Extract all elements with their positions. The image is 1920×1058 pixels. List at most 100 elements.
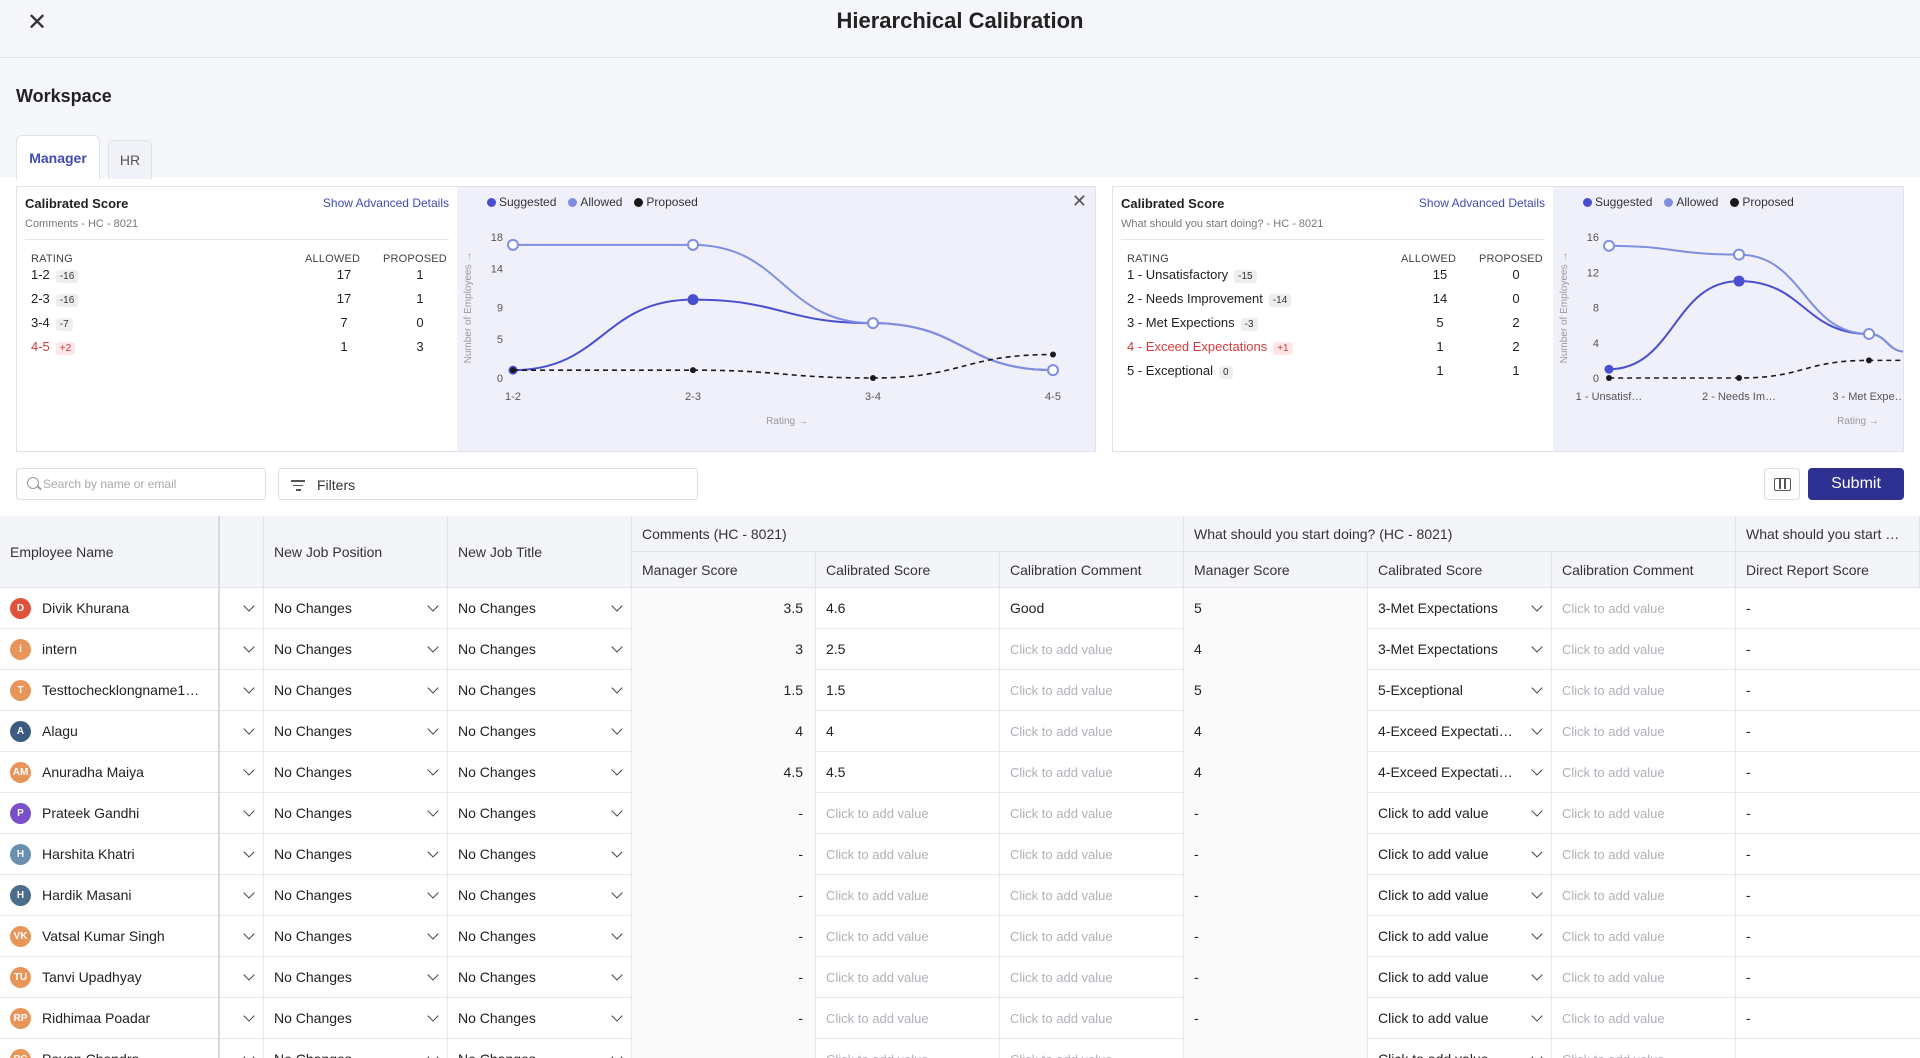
columns-toggle-button[interactable] bbox=[1764, 468, 1800, 500]
start-calibrated-score-select[interactable]: Click to add value bbox=[1368, 875, 1552, 916]
search-input[interactable] bbox=[43, 473, 258, 495]
employee-cell[interactable]: VK Vatsal Kumar Singh bbox=[0, 916, 220, 957]
legend-allowed[interactable]: Allowed bbox=[1664, 195, 1718, 209]
start-calibration-comment-input[interactable]: Click to add value bbox=[1552, 670, 1736, 711]
job-title-select[interactable]: No Changes bbox=[448, 793, 632, 834]
comments-calibration-comment-input[interactable]: Click to add value bbox=[1000, 793, 1184, 834]
submit-button[interactable]: Submit bbox=[1808, 468, 1904, 500]
job-title-select[interactable]: No Changes bbox=[448, 916, 632, 957]
expand-row-button[interactable] bbox=[220, 834, 264, 875]
job-title-select[interactable]: No Changes bbox=[448, 711, 632, 752]
col-header-job-position[interactable]: New Job Position bbox=[264, 516, 448, 588]
start-calibrated-score-select[interactable]: 3-Met Expectations bbox=[1368, 588, 1552, 629]
job-title-select[interactable]: No Changes bbox=[448, 998, 632, 1039]
start-calibration-comment-input[interactable]: Click to add value bbox=[1552, 875, 1736, 916]
comments-calibration-comment-input[interactable]: Click to add value bbox=[1000, 957, 1184, 998]
expand-row-button[interactable] bbox=[220, 588, 264, 629]
employee-cell[interactable]: A Alagu bbox=[0, 711, 220, 752]
legend-proposed[interactable]: Proposed bbox=[1730, 195, 1794, 209]
close-icon[interactable]: ✕ bbox=[26, 9, 48, 36]
expand-row-button[interactable] bbox=[220, 998, 264, 1039]
start-calibrated-score-select[interactable]: Click to add value bbox=[1368, 834, 1552, 875]
comments-calibration-comment-input[interactable]: Click to add value bbox=[1000, 711, 1184, 752]
employee-cell[interactable]: H Hardik Masani bbox=[0, 875, 220, 916]
employee-cell[interactable]: PC Pavan Chandra bbox=[0, 1039, 220, 1058]
expand-row-button[interactable] bbox=[220, 1039, 264, 1058]
start-calibration-comment-input[interactable]: Click to add value bbox=[1552, 752, 1736, 793]
expand-row-button[interactable] bbox=[220, 629, 264, 670]
comments-calibration-comment-input[interactable]: Click to add value bbox=[1000, 670, 1184, 711]
comments-calibration-comment-input[interactable]: Click to add value bbox=[1000, 875, 1184, 916]
legend-suggested[interactable]: Suggested bbox=[1583, 195, 1652, 209]
legend-suggested[interactable]: Suggested bbox=[487, 195, 556, 209]
employee-cell[interactable]: T Testtochecklongname1… bbox=[0, 670, 220, 711]
legend-allowed[interactable]: Allowed bbox=[568, 195, 622, 209]
expand-row-button[interactable] bbox=[220, 793, 264, 834]
start-calibration-comment-input[interactable]: Click to add value bbox=[1552, 588, 1736, 629]
start-calibration-comment-input[interactable]: Click to add value bbox=[1552, 998, 1736, 1039]
employee-cell[interactable]: RP Ridhimaa Poadar bbox=[0, 998, 220, 1039]
comments-calibration-comment-input[interactable]: Click to add value bbox=[1000, 1039, 1184, 1058]
start-calibration-comment-input[interactable]: Click to add value bbox=[1552, 1039, 1736, 1058]
legend-proposed[interactable]: Proposed bbox=[634, 195, 698, 209]
start-calibration-comment-input[interactable]: Click to add value bbox=[1552, 957, 1736, 998]
comments-calibrated-score-input[interactable]: Click to add value bbox=[816, 875, 1000, 916]
comments-calibrated-score-input[interactable]: Click to add value bbox=[816, 834, 1000, 875]
comments-calibrated-score-input[interactable]: Click to add value bbox=[816, 793, 1000, 834]
job-title-select[interactable]: No Changes bbox=[448, 629, 632, 670]
comments-calibration-comment-input[interactable]: Good bbox=[1000, 588, 1184, 629]
start-calibrated-score-select[interactable]: 4-Exceed Expectati… bbox=[1368, 711, 1552, 752]
job-position-select[interactable]: No Changes bbox=[264, 875, 448, 916]
start-calibrated-score-select[interactable]: Click to add value bbox=[1368, 1039, 1552, 1058]
start-calibrated-score-select[interactable]: Click to add value bbox=[1368, 998, 1552, 1039]
start-calibration-comment-input[interactable]: Click to add value bbox=[1552, 629, 1736, 670]
employee-cell[interactable]: AM Anuradha Maiya bbox=[0, 752, 220, 793]
col-header-direct-report-score[interactable]: Direct Report Score bbox=[1736, 552, 1920, 588]
job-title-select[interactable]: No Changes bbox=[448, 834, 632, 875]
comments-calibrated-score-input[interactable]: 4.5 bbox=[816, 752, 1000, 793]
tab-hr[interactable]: HR bbox=[108, 140, 152, 179]
job-position-select[interactable]: No Changes bbox=[264, 588, 448, 629]
comments-calibration-comment-input[interactable]: Click to add value bbox=[1000, 629, 1184, 670]
comments-calibrated-score-input[interactable]: 1.5 bbox=[816, 670, 1000, 711]
job-position-select[interactable]: No Changes bbox=[264, 711, 448, 752]
col-header-start-calibrated-score[interactable]: Calibrated Score bbox=[1368, 552, 1552, 588]
comments-calibrated-score-input[interactable]: Click to add value bbox=[816, 998, 1000, 1039]
show-advanced-details-link[interactable]: Show Advanced Details bbox=[1418, 196, 1545, 210]
job-position-select[interactable]: No Changes bbox=[264, 793, 448, 834]
col-header-employee-name[interactable]: Employee Name bbox=[0, 516, 220, 588]
col-header-job-title[interactable]: New Job Title bbox=[448, 516, 632, 588]
employee-cell[interactable]: P Prateek Gandhi bbox=[0, 793, 220, 834]
job-title-select[interactable]: No Changes bbox=[448, 752, 632, 793]
job-position-select[interactable]: No Changes bbox=[264, 629, 448, 670]
job-title-select[interactable]: No Changes bbox=[448, 875, 632, 916]
comments-calibration-comment-input[interactable]: Click to add value bbox=[1000, 916, 1184, 957]
expand-row-button[interactable] bbox=[220, 711, 264, 752]
start-calibration-comment-input[interactable]: Click to add value bbox=[1552, 834, 1736, 875]
search-box[interactable] bbox=[16, 468, 266, 500]
job-title-select[interactable]: No Changes bbox=[448, 588, 632, 629]
col-header-comments-manager-score[interactable]: Manager Score bbox=[632, 552, 816, 588]
show-advanced-details-link[interactable]: Show Advanced Details bbox=[322, 196, 449, 210]
job-position-select[interactable]: No Changes bbox=[264, 1039, 448, 1058]
col-header-comments-calibration-comment[interactable]: Calibration Comment bbox=[1000, 552, 1184, 588]
expand-row-button[interactable] bbox=[220, 957, 264, 998]
job-title-select[interactable]: No Changes bbox=[448, 670, 632, 711]
col-header-start-calibration-comment[interactable]: Calibration Comment bbox=[1552, 552, 1736, 588]
comments-calibrated-score-input[interactable]: Click to add value bbox=[816, 957, 1000, 998]
col-header-comments-calibrated-score[interactable]: Calibrated Score bbox=[816, 552, 1000, 588]
job-position-select[interactable]: No Changes bbox=[264, 670, 448, 711]
start-calibration-comment-input[interactable]: Click to add value bbox=[1552, 793, 1736, 834]
comments-calibrated-score-input[interactable]: Click to add value bbox=[816, 1039, 1000, 1058]
start-calibrated-score-select[interactable]: Click to add value bbox=[1368, 916, 1552, 957]
employee-cell[interactable]: TU Tanvi Upadhyay bbox=[0, 957, 220, 998]
start-calibration-comment-input[interactable]: Click to add value bbox=[1552, 711, 1736, 752]
tab-manager[interactable]: Manager bbox=[16, 135, 100, 180]
expand-row-button[interactable] bbox=[220, 670, 264, 711]
comments-calibrated-score-input[interactable]: 2.5 bbox=[816, 629, 1000, 670]
start-calibrated-score-select[interactable]: 3-Met Expectations bbox=[1368, 629, 1552, 670]
job-title-select[interactable]: No Changes bbox=[448, 1039, 632, 1058]
job-title-select[interactable]: No Changes bbox=[448, 957, 632, 998]
employee-cell[interactable]: H Harshita Khatri bbox=[0, 834, 220, 875]
job-position-select[interactable]: No Changes bbox=[264, 957, 448, 998]
